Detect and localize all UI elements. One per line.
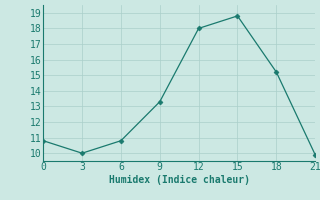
X-axis label: Humidex (Indice chaleur): Humidex (Indice chaleur) [109,175,250,185]
